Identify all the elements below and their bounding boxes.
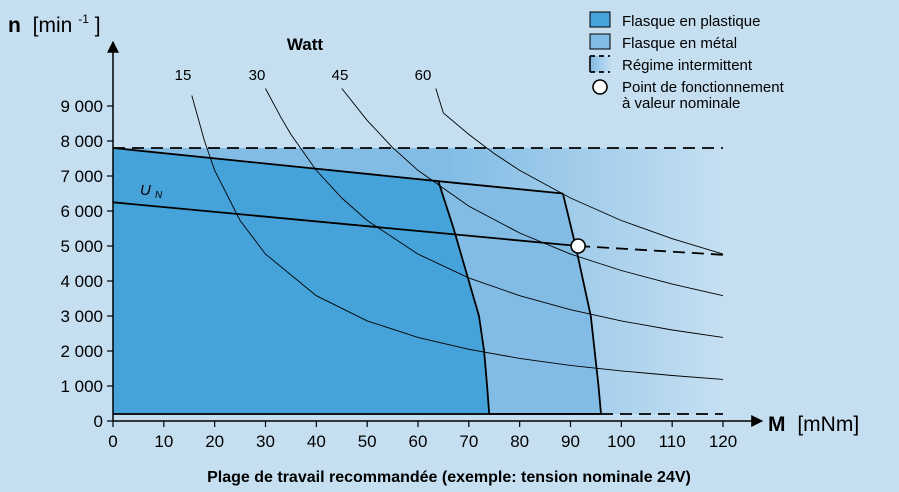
power-curve-label-15: 15 [175, 67, 192, 84]
y-tick-label: 9 000 [60, 97, 103, 116]
power-curve-60 [435, 88, 724, 255]
y-tick-label: 3 000 [60, 307, 103, 326]
x-tick-label: 70 [459, 432, 478, 451]
nominal-voltage-label-main: U [140, 182, 151, 199]
axes-layer: 0 10 20 30 40 50 60 70 80 90 100 110 120 0 1 000 2 000 3… [60, 40, 764, 451]
x-tick-label: 90 [561, 432, 580, 451]
metal-flange-region [438, 181, 601, 414]
plastic-flange-limit-curve [437, 180, 491, 415]
x-tick-label: 50 [358, 432, 377, 451]
x-axis-unit: [mNm] [797, 413, 859, 436]
nominal-operating-point [570, 238, 586, 254]
x-tick-label: 40 [307, 432, 326, 451]
power-curve-label-45: 45 [332, 67, 349, 84]
chart-caption: Plage de travail recommandée (exemple: t… [207, 469, 691, 486]
y-axis-unit-close: ] [95, 14, 101, 37]
y-tick-label: 8 000 [60, 132, 103, 151]
x-tick-label: 10 [154, 432, 173, 451]
nominal-voltage-label-sub: N [155, 190, 163, 201]
legend-swatch-gradient [590, 56, 612, 72]
legend-item: Flasque en métal [589, 33, 737, 52]
power-curve-15 [191, 95, 724, 380]
nominal-voltage-line [112, 201, 579, 247]
y-tick-label: 0 [94, 412, 103, 431]
nominal-voltage-line-extension [578, 245, 724, 256]
y-axis-symbol: n [8, 14, 21, 37]
power-curve-30 [265, 88, 724, 338]
legend-label-line2: à valeur nominale [622, 95, 740, 112]
limit-lines-layer [112, 147, 724, 415]
nominal-voltage-label: U N [140, 182, 163, 201]
y-tick-label: 4 000 [60, 272, 103, 291]
y-axis-unit-open: [min [33, 14, 73, 37]
plastic-flange-region [113, 148, 490, 414]
x-tick-label: 0 [108, 432, 117, 451]
x-tick-label: 30 [256, 432, 275, 451]
y-axis-label: n [min -1 ] [8, 5, 101, 37]
y-tick-label: 7 000 [60, 167, 103, 186]
y-tick-label: 5 000 [60, 237, 103, 256]
legend-swatch [589, 11, 611, 28]
y-tick-label: 1 000 [60, 377, 103, 396]
x-tick-label: 80 [510, 432, 529, 451]
x-tick-label: 120 [709, 432, 737, 451]
legend-label: Flasque en métal [622, 35, 737, 52]
y-tick-label: 6 000 [60, 202, 103, 221]
x-tick-label: 20 [205, 432, 224, 451]
power-curves-heading: Watt [287, 35, 324, 54]
power-curves-layer: 15 30 45 60 [175, 67, 724, 380]
y-axis-unit-sup: -1 [78, 12, 89, 26]
legend-label: Flasque en plastique [622, 13, 760, 30]
legend-swatch [589, 33, 611, 50]
legend-label: Point de fonctionnement [622, 79, 785, 96]
power-curve-label-60: 60 [415, 67, 432, 84]
x-tick-label: 110 [659, 432, 686, 451]
legend-item: Régime intermittent [589, 55, 753, 74]
x-tick-label: 60 [409, 432, 428, 451]
x-axis-symbol: M [768, 413, 786, 436]
legend-item: Flasque en plastique [589, 11, 760, 30]
y-tick-label: 2 000 [60, 342, 103, 361]
x-axis-label: M [mNm] [768, 413, 859, 436]
power-curve-45 [341, 88, 724, 297]
x-tick-label: 100 [607, 432, 635, 451]
power-curve-label-30: 30 [249, 67, 266, 84]
legend: Flasque en plastique Flasque en métal Régi… [589, 11, 785, 112]
legend-label: Régime intermittent [622, 57, 753, 74]
regions-layer [112, 147, 723, 415]
legend-circle [592, 79, 608, 95]
